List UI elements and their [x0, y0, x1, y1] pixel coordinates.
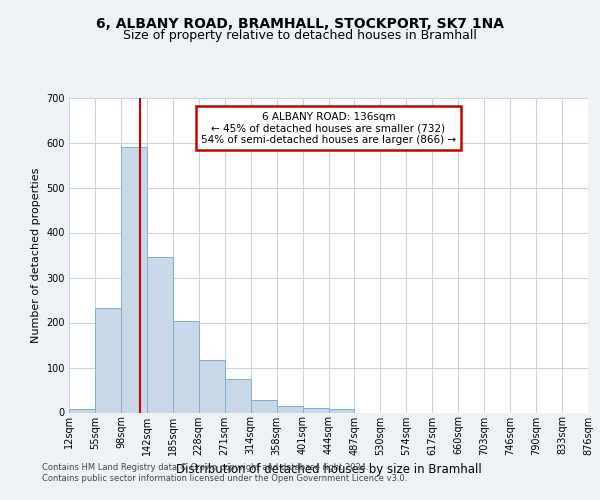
- Bar: [69, 409, 95, 412]
- Bar: [225, 379, 251, 412]
- Bar: [199, 360, 224, 412]
- Bar: [95, 308, 121, 412]
- Bar: [173, 321, 199, 412]
- Bar: [302, 408, 329, 412]
- Text: Contains HM Land Registry data © Crown copyright and database right 2024.: Contains HM Land Registry data © Crown c…: [42, 462, 368, 471]
- Y-axis label: Number of detached properties: Number of detached properties: [31, 168, 41, 342]
- Bar: [147, 258, 173, 412]
- Bar: [121, 147, 147, 412]
- X-axis label: Distribution of detached houses by size in Bramhall: Distribution of detached houses by size …: [176, 463, 481, 476]
- Bar: [251, 400, 277, 412]
- Bar: [329, 409, 355, 412]
- Text: Size of property relative to detached houses in Bramhall: Size of property relative to detached ho…: [123, 28, 477, 42]
- Text: 6, ALBANY ROAD, BRAMHALL, STOCKPORT, SK7 1NA: 6, ALBANY ROAD, BRAMHALL, STOCKPORT, SK7…: [96, 18, 504, 32]
- Bar: [277, 406, 302, 412]
- Text: 6 ALBANY ROAD: 136sqm
← 45% of detached houses are smaller (732)
54% of semi-det: 6 ALBANY ROAD: 136sqm ← 45% of detached …: [201, 112, 456, 145]
- Text: Contains public sector information licensed under the Open Government Licence v3: Contains public sector information licen…: [42, 474, 407, 483]
